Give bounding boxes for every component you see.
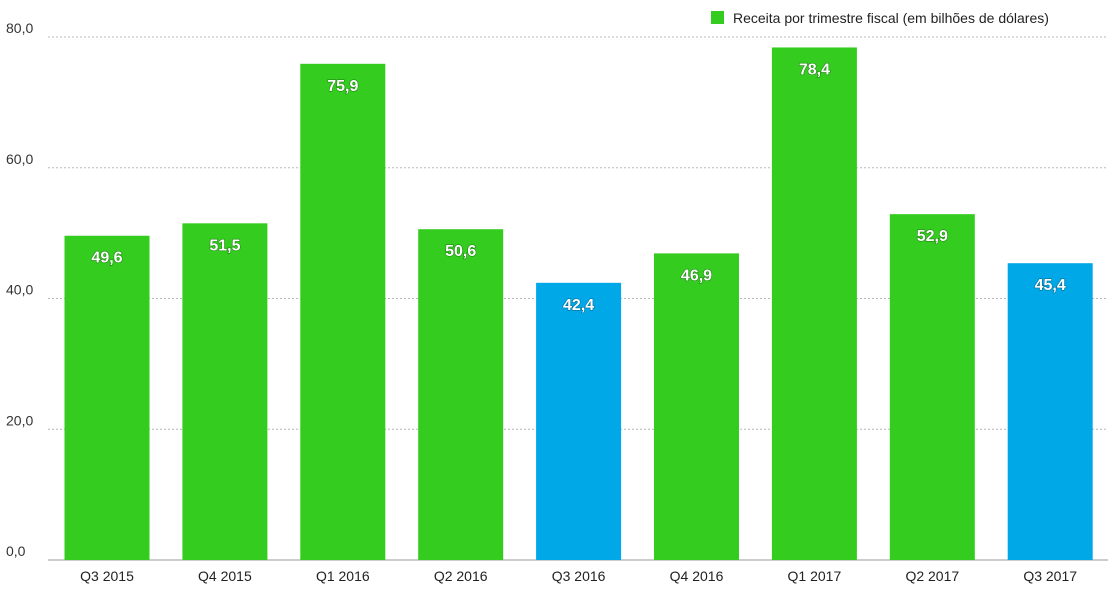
bar — [536, 282, 622, 560]
x-tick-label: Q3 2016 — [552, 568, 606, 584]
x-tick-label: Q1 2017 — [788, 568, 842, 584]
bar — [64, 235, 150, 561]
bar — [418, 229, 504, 560]
bar — [889, 214, 975, 560]
bar — [771, 47, 857, 560]
bars — [64, 47, 1093, 561]
x-tick-label: Q1 2016 — [316, 568, 370, 584]
bar-value-label: 78,4 — [799, 61, 830, 78]
x-axis-ticks: Q3 2015 Q4 2015 Q1 2016 Q2 2016 Q3 2016 Q4 20… — [80, 568, 1077, 584]
x-tick-label: Q4 2015 — [198, 568, 252, 584]
bar-value-label: 51,5 — [209, 237, 240, 254]
y-tick-label: 60,0 — [6, 151, 33, 167]
data-labels: 49,6 51,5 75,9 50,6 42,4 46,9 78,4 52,9 45,4 — [91, 61, 1067, 315]
legend-label: Receita por trimestre fiscal (em bilhões… — [733, 10, 1049, 26]
y-axis-ticks: 0,0 20,0 40,0 60,0 80,0 — [6, 20, 33, 559]
bar-value-label: 42,4 — [563, 297, 594, 314]
legend: Receita por trimestre fiscal (em bilhões… — [711, 10, 1049, 26]
bar — [1007, 263, 1093, 560]
y-tick-label: 40,0 — [6, 282, 33, 298]
bar — [300, 63, 386, 561]
bar-value-label: 45,4 — [1035, 277, 1066, 294]
x-tick-label: Q3 2017 — [1023, 568, 1077, 584]
x-tick-label: Q2 2017 — [905, 568, 959, 584]
legend-swatch — [711, 11, 724, 24]
bar-value-label: 49,6 — [91, 250, 122, 267]
bar — [182, 223, 268, 560]
bar — [654, 253, 739, 561]
bar-value-label: 50,6 — [445, 243, 476, 260]
x-tick-label: Q3 2015 — [80, 568, 134, 584]
y-tick-label: 80,0 — [6, 20, 33, 36]
x-tick-label: Q4 2016 — [670, 568, 724, 584]
bar-value-label: 52,9 — [917, 228, 948, 245]
bar-value-label: 46,9 — [681, 267, 712, 284]
y-tick-label: 20,0 — [6, 412, 33, 428]
x-tick-label: Q2 2016 — [434, 568, 488, 584]
y-tick-label: 0,0 — [6, 543, 26, 559]
bar-value-label: 75,9 — [327, 78, 358, 95]
